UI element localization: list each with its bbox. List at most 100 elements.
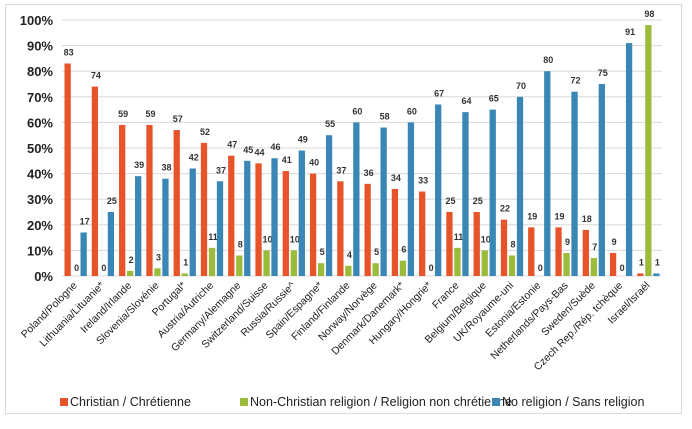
legend-label: Christian / Chrétienne [70,395,191,409]
data-label: 60 [352,106,362,116]
data-label: 72 [571,76,581,86]
y-tick-label: 20% [27,218,53,233]
data-label: 83 [64,48,74,58]
data-label: 9 [612,237,617,247]
data-label: 59 [145,109,155,119]
bar-2 [653,273,660,276]
data-label: 74 [91,71,101,81]
data-label: 4 [347,250,352,260]
data-label: 2 [129,255,134,265]
data-label: 9 [565,237,570,247]
data-label: 75 [598,68,608,78]
bar-2 [544,71,551,276]
bar-2 [489,109,496,276]
data-label: 0 [620,263,625,273]
data-label: 65 [489,94,499,104]
data-label: 25 [445,196,455,206]
legend-swatch [240,398,248,406]
bar-0 [64,63,71,276]
data-label: 70 [516,81,526,91]
bar-1 [290,250,297,276]
data-label: 0 [538,263,543,273]
bar-0 [364,183,371,276]
data-label: 6 [401,245,406,255]
bar-2 [571,91,578,277]
data-label: 38 [161,163,171,173]
data-label: 42 [189,152,199,162]
bar-2 [407,122,415,277]
bar-0 [637,273,644,276]
bar-0 [309,173,317,276]
data-label: 49 [298,135,308,145]
bar-2 [325,135,333,276]
data-label: 58 [380,112,390,122]
bar-1 [508,255,516,276]
data-label: 34 [391,173,401,183]
data-label: 36 [364,168,374,178]
data-label: 46 [271,142,281,152]
data-label: 11 [454,232,464,242]
bar-2 [135,176,142,276]
bar-0 [528,227,535,276]
data-label: 39 [134,160,144,170]
data-label: 7 [592,242,597,252]
data-label: 25 [473,196,483,206]
data-label: 0 [101,263,106,273]
data-label: 52 [200,127,210,137]
data-label: 5 [374,247,379,257]
data-label: 64 [461,96,471,106]
data-label: 57 [173,114,183,124]
bar-2 [462,112,469,276]
data-label: 40 [309,158,319,168]
chart-frame [5,4,682,414]
bar-0 [500,219,508,276]
bar-2 [598,84,605,276]
data-label: 98 [644,9,654,19]
bar-0 [609,252,617,276]
y-tick-label: 10% [27,243,53,258]
data-label: 1 [639,257,644,267]
bar-1 [454,247,461,276]
y-tick-label: 40% [27,167,53,182]
bar-1 [372,263,379,276]
data-label: 1 [183,257,188,267]
data-label: 22 [500,204,510,214]
bar-2 [162,178,169,276]
bar-1 [236,255,243,276]
bar-0 [419,191,426,276]
y-tick-label: 60% [27,115,53,130]
bar-2 [244,160,251,276]
bar-0 [391,188,399,276]
bar-2 [380,127,387,277]
bar-0 [255,163,262,276]
data-label: 45 [243,145,253,155]
data-label: 17 [80,216,90,226]
data-label: 55 [325,119,335,129]
legend-swatch [492,398,500,406]
data-label: 37 [216,165,226,175]
bar-2 [353,122,360,277]
y-tick-label: 100% [20,13,54,28]
data-label: 1 [655,257,660,267]
bar-0 [337,181,344,276]
y-tick-label: 70% [27,90,53,105]
y-tick-label: 50% [27,141,53,156]
bar-0 [228,155,235,276]
data-label: 37 [336,165,346,175]
data-label: 91 [625,27,635,37]
bar-2 [107,212,115,276]
bar-0 [146,124,153,277]
bar-1 [563,252,570,276]
bar-2 [80,232,87,276]
data-label: 33 [418,176,428,186]
bar-1 [399,260,407,276]
bar-1 [345,265,352,276]
data-label: 41 [282,155,292,165]
data-label: 25 [107,196,117,206]
data-label: 5 [320,247,325,257]
data-label: 19 [555,211,565,221]
bar-2 [189,168,196,276]
data-label: 59 [118,109,128,119]
y-tick-label: 90% [27,39,53,54]
